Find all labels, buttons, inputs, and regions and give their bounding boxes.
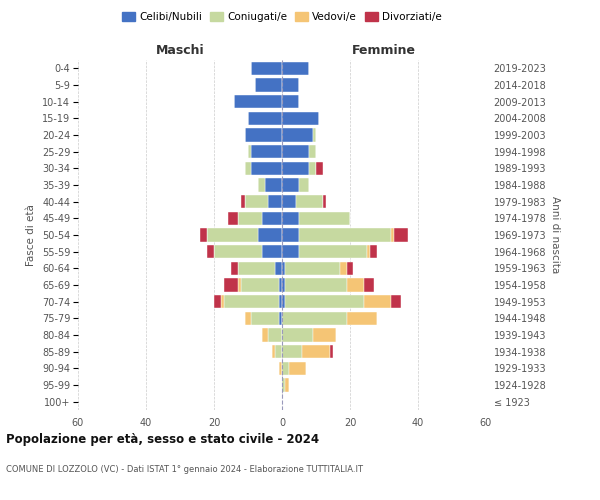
Bar — [251, 145, 282, 158]
Bar — [299, 228, 391, 241]
Bar — [278, 278, 282, 291]
Bar — [282, 95, 299, 108]
Bar — [262, 212, 282, 225]
Bar — [316, 162, 323, 175]
Bar — [282, 78, 299, 92]
Bar — [286, 262, 340, 275]
Bar — [286, 278, 347, 291]
Bar — [299, 178, 309, 192]
Bar — [278, 362, 282, 375]
Bar — [265, 178, 282, 192]
Bar — [282, 328, 313, 342]
Bar — [207, 228, 258, 241]
Bar — [245, 162, 251, 175]
Bar — [275, 345, 282, 358]
Bar — [214, 295, 221, 308]
Bar — [347, 312, 377, 325]
Bar — [313, 328, 337, 342]
Bar — [251, 312, 278, 325]
Bar — [347, 262, 353, 275]
Bar — [282, 212, 299, 225]
Bar — [238, 212, 262, 225]
Bar — [323, 195, 326, 208]
Bar — [309, 162, 316, 175]
Bar — [251, 162, 282, 175]
Bar — [282, 128, 313, 141]
Bar — [245, 128, 282, 141]
Bar — [282, 245, 299, 258]
Bar — [282, 228, 299, 241]
Bar — [286, 295, 364, 308]
Bar — [347, 278, 364, 291]
Bar — [391, 295, 401, 308]
Bar — [340, 262, 347, 275]
Bar — [235, 95, 282, 108]
Bar — [258, 178, 265, 192]
Bar — [200, 228, 207, 241]
Bar — [245, 312, 251, 325]
Bar — [364, 295, 391, 308]
Bar — [238, 262, 275, 275]
Text: Popolazione per età, sesso e stato civile - 2024: Popolazione per età, sesso e stato civil… — [6, 432, 319, 446]
Bar — [282, 178, 299, 192]
Bar — [282, 262, 286, 275]
Bar — [227, 212, 238, 225]
Y-axis label: Anni di nascita: Anni di nascita — [550, 196, 560, 274]
Bar — [214, 245, 262, 258]
Bar — [286, 378, 289, 392]
Bar — [268, 195, 282, 208]
Bar — [224, 295, 278, 308]
Text: Maschi: Maschi — [155, 44, 205, 57]
Bar — [241, 278, 278, 291]
Bar — [282, 145, 309, 158]
Bar — [282, 278, 286, 291]
Bar — [289, 362, 306, 375]
Bar — [282, 345, 302, 358]
Bar — [251, 62, 282, 75]
Bar — [394, 228, 408, 241]
Bar — [262, 328, 268, 342]
Text: COMUNE DI LOZZOLO (VC) - Dati ISTAT 1° gennaio 2024 - Elaborazione TUTTITALIA.IT: COMUNE DI LOZZOLO (VC) - Dati ISTAT 1° g… — [6, 466, 363, 474]
Legend: Celibi/Nubili, Coniugati/e, Vedovi/e, Divorziati/e: Celibi/Nubili, Coniugati/e, Vedovi/e, Di… — [118, 8, 446, 26]
Text: Femmine: Femmine — [352, 44, 416, 57]
Bar — [282, 112, 319, 125]
Bar — [367, 245, 370, 258]
Y-axis label: Fasce di età: Fasce di età — [26, 204, 37, 266]
Bar — [241, 195, 245, 208]
Bar — [221, 295, 224, 308]
Bar — [282, 378, 286, 392]
Bar — [296, 195, 323, 208]
Bar — [207, 245, 214, 258]
Bar — [391, 228, 394, 241]
Bar — [278, 295, 282, 308]
Bar — [370, 245, 377, 258]
Bar — [364, 278, 374, 291]
Bar — [258, 228, 282, 241]
Bar — [299, 245, 367, 258]
Bar — [302, 345, 329, 358]
Bar — [282, 195, 296, 208]
Bar — [248, 112, 282, 125]
Bar — [282, 162, 309, 175]
Bar — [248, 145, 251, 158]
Bar — [282, 295, 286, 308]
Bar — [238, 278, 241, 291]
Bar — [231, 262, 238, 275]
Bar — [282, 312, 347, 325]
Bar — [255, 78, 282, 92]
Bar — [272, 345, 275, 358]
Bar — [282, 62, 309, 75]
Bar — [278, 312, 282, 325]
Bar — [329, 345, 333, 358]
Bar — [224, 278, 238, 291]
Bar — [245, 195, 268, 208]
Bar — [313, 128, 316, 141]
Bar — [309, 145, 316, 158]
Bar — [275, 262, 282, 275]
Bar — [268, 328, 282, 342]
Bar — [262, 245, 282, 258]
Bar — [282, 362, 289, 375]
Bar — [299, 212, 350, 225]
